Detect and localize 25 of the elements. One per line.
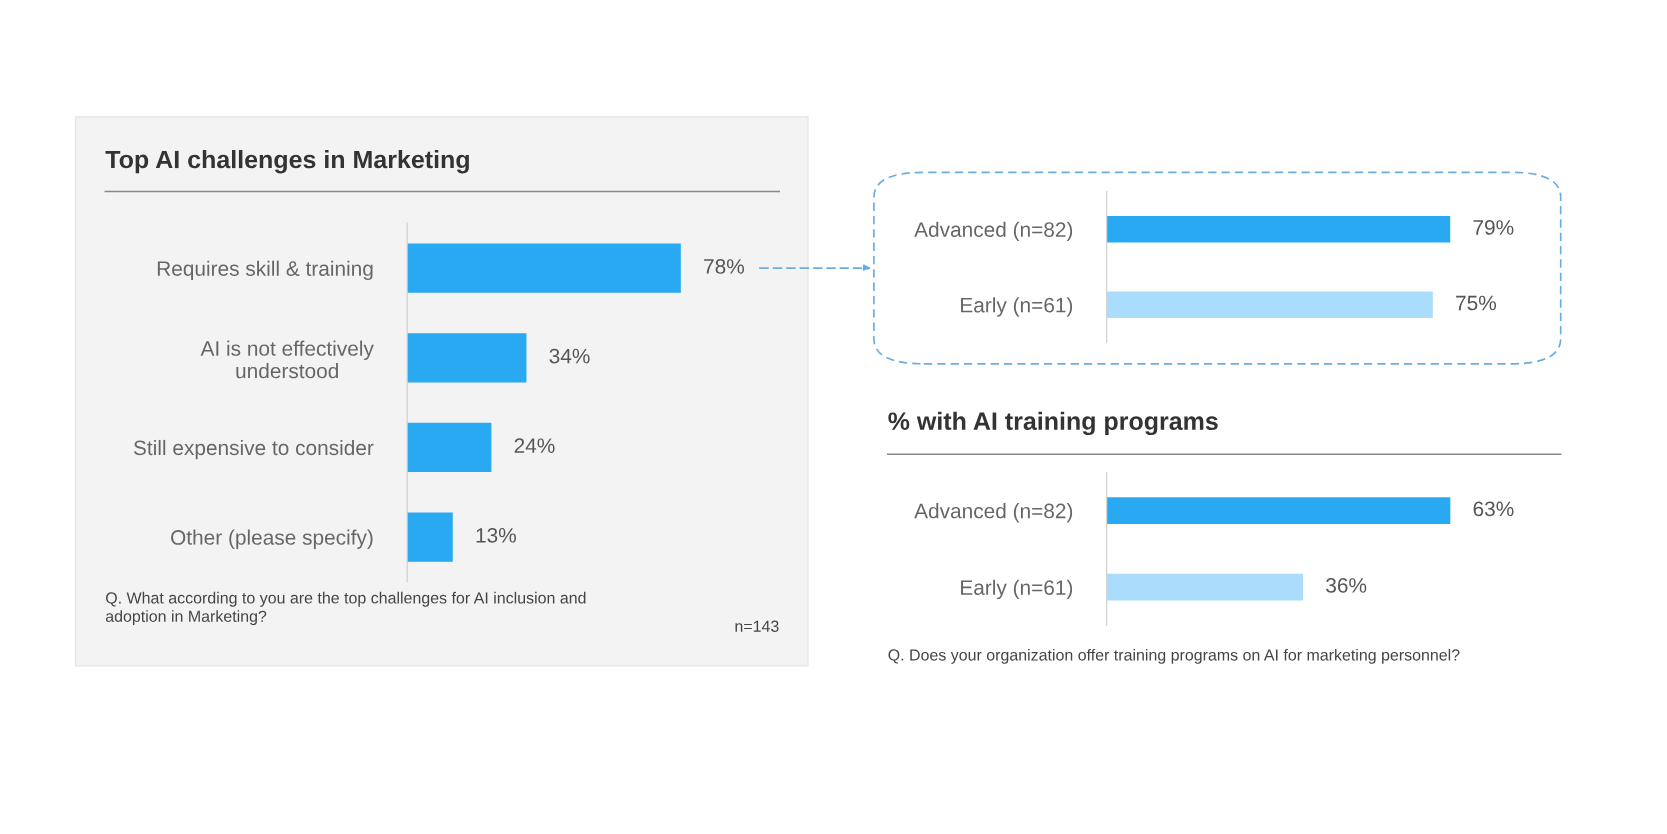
data-label: 34%: [549, 348, 590, 364]
y-tick-label: Still expensive to consider: [133, 439, 374, 460]
bar: [407, 243, 681, 293]
chart-title: % with AI training programs: [888, 411, 1218, 436]
y-tick-label: Advanced (n=82): [914, 221, 1073, 242]
data-label: 13%: [476, 527, 516, 543]
text: Q. Does your organization offer training programs on AI for marketing personnel?: [888, 648, 1460, 664]
data-label: 79%: [1473, 220, 1514, 235]
data-label: 63%: [1473, 501, 1514, 517]
data-label: 24%: [514, 438, 555, 453]
y-tick-label: Advanced (n=82): [914, 503, 1073, 523]
text: n=143: [735, 620, 779, 632]
data-label: 78%: [704, 259, 745, 274]
y-tick-label: Requires skill & training: [157, 260, 373, 281]
chart-title: Top AI challenges in Marketing: [105, 149, 469, 174]
y-tick-label: AI is not effectively understood: [200, 340, 374, 379]
data-label: 75%: [1456, 295, 1497, 311]
y-tick-label: Other (please specify): [171, 529, 373, 549]
y-tick-label: Early (n=61): [961, 579, 1073, 600]
y-tick-label: Early (n=61): [961, 297, 1073, 317]
bar: [407, 422, 492, 473]
bar: [407, 512, 453, 562]
data-label: 36%: [1326, 578, 1367, 593]
text: Q. What according to you are the top challenges for AI inclusion and adoption in Marketing?: [105, 591, 586, 626]
bar: [407, 333, 527, 383]
